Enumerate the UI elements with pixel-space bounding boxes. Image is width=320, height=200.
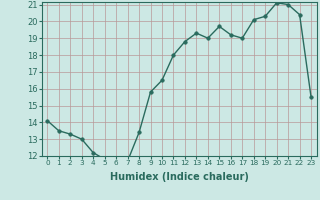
X-axis label: Humidex (Indice chaleur): Humidex (Indice chaleur) [110,172,249,182]
